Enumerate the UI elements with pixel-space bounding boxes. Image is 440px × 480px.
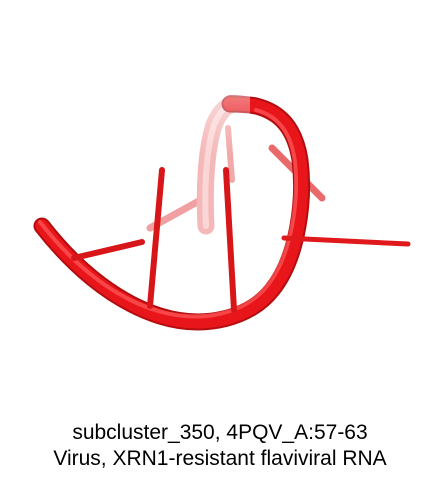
base-stick-1 (71, 239, 145, 261)
figure-caption: subcluster_350, 4PQV_A:57-63 Virus, XRN1… (0, 420, 440, 472)
base-stick-2 (147, 167, 165, 309)
rna-structure-render (33, 95, 411, 331)
backbone-body (35, 97, 308, 329)
backbone-highlight (38, 108, 299, 319)
caption-line-2: Virus, XRN1-resistant flaviviral RNA (53, 447, 387, 470)
front-bases (71, 167, 411, 313)
base-stick-3 (223, 167, 237, 313)
caption-line-1: subcluster_350, 4PQV_A:57-63 (72, 421, 368, 444)
depth-fog (190, 96, 250, 156)
backbone-tube (33, 95, 310, 331)
base-stick-4 (281, 235, 411, 247)
